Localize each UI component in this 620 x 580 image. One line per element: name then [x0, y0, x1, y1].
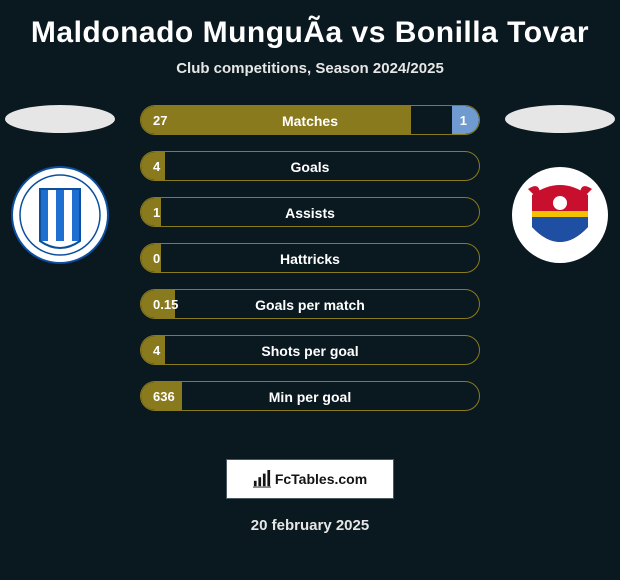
comparison-panel: 271Matches 4Goals 1Assists 0Hattricks 0.15Go… — [0, 105, 620, 435]
page-subtitle: Club competitions, Season 2024/2025 — [0, 60, 620, 77]
bar-label: Goals — [141, 152, 479, 181]
page-date: 20 february 2025 — [0, 517, 620, 534]
bar-label: Goals per match — [141, 290, 479, 319]
fctables-logo: FcTables.com — [226, 459, 394, 499]
bar-label: Hattricks — [141, 244, 479, 273]
stat-bars: 271Matches 4Goals 1Assists 0Hattricks 0.15Go… — [140, 105, 480, 411]
stat-bar: 636Min per goal — [140, 381, 480, 411]
bar-label: Matches — [141, 106, 479, 135]
left-player-column — [0, 105, 120, 265]
right-club-crest — [510, 165, 610, 265]
left-crest-svg — [10, 165, 110, 265]
bar-label: Shots per goal — [141, 336, 479, 365]
stat-bar: 4Goals — [140, 151, 480, 181]
stat-bar: 1Assists — [140, 197, 480, 227]
left-club-crest — [10, 165, 110, 265]
stat-bar: 0Hattricks — [140, 243, 480, 273]
logo-text: FcTables.com — [275, 471, 367, 487]
left-player-ellipse — [5, 105, 115, 133]
bar-chart-icon — [253, 470, 271, 488]
right-player-ellipse — [505, 105, 615, 133]
bar-label: Assists — [141, 198, 479, 227]
right-crest-svg — [510, 165, 610, 265]
bar-label: Min per goal — [141, 382, 479, 411]
stat-bar: 0.15Goals per match — [140, 289, 480, 319]
right-player-column — [500, 105, 620, 265]
stat-bar: 271Matches — [140, 105, 480, 135]
stat-bar: 4Shots per goal — [140, 335, 480, 365]
page-title: Maldonado MunguÃa vs Bonilla Tovar — [0, 0, 620, 50]
